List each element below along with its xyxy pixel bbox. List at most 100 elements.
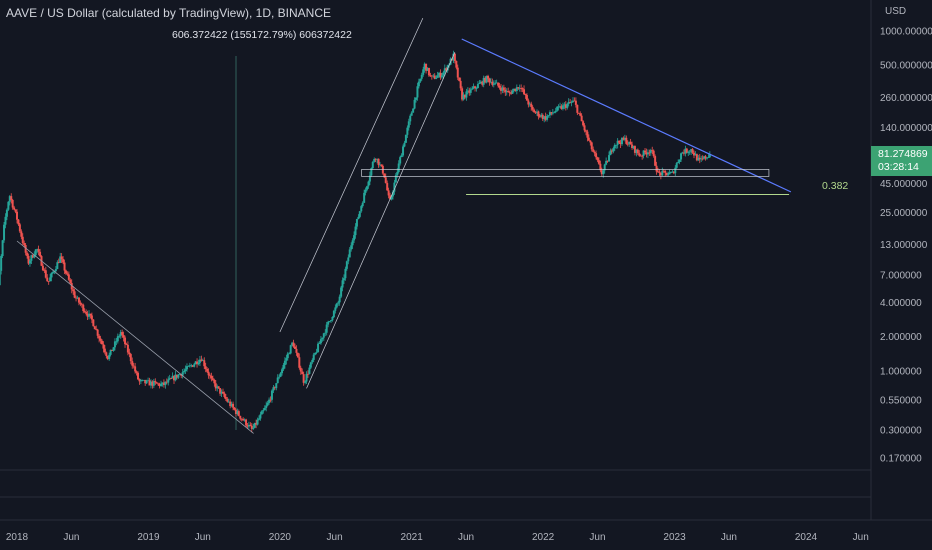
candle: [118, 334, 121, 339]
candle: [618, 140, 621, 145]
candle-body: [177, 374, 180, 378]
candle-body: [593, 151, 596, 154]
candle: [511, 88, 514, 94]
candle: [648, 149, 651, 156]
candle: [298, 353, 301, 370]
candle: [17, 219, 20, 226]
candle: [318, 341, 321, 344]
candle-body: [537, 111, 540, 117]
candle-body: [455, 61, 458, 68]
candle: [525, 93, 528, 101]
candle: [76, 295, 79, 300]
candle-body: [626, 143, 629, 145]
candle-body: [170, 378, 173, 380]
candle-body: [237, 411, 240, 416]
candle-body: [535, 111, 538, 113]
candle: [211, 375, 214, 382]
candle: [80, 302, 83, 308]
candle: [285, 354, 288, 365]
x-tick-label: Jun: [589, 532, 605, 543]
candle: [158, 382, 161, 389]
candle: [685, 147, 688, 154]
candle: [311, 358, 314, 365]
candle-body: [620, 137, 623, 145]
candle-body: [674, 167, 677, 174]
candle-body: [478, 83, 481, 85]
candle-body: [423, 63, 426, 70]
candle: [422, 66, 425, 77]
candle: [580, 113, 583, 122]
candle: [141, 379, 144, 382]
candle: [246, 422, 249, 429]
candle-body: [171, 376, 174, 379]
candle: [96, 328, 99, 339]
candle: [590, 141, 593, 152]
candle-body: [142, 379, 145, 381]
candle: [476, 81, 479, 89]
candle: [190, 363, 193, 368]
candle: [430, 75, 433, 80]
x-tick-label: 2023: [663, 532, 686, 543]
candle-body: [564, 104, 567, 108]
candle-body: [197, 362, 200, 365]
candle-body: [636, 149, 639, 154]
candle: [136, 371, 139, 381]
candle-body: [268, 399, 271, 403]
candle-body: [240, 418, 243, 420]
candle: [5, 208, 8, 221]
candle: [475, 86, 478, 92]
candle: [534, 111, 537, 114]
candle: [322, 332, 325, 341]
candle-body: [190, 365, 193, 367]
x-tick-label: 2021: [401, 532, 424, 543]
bar-countdown: 03:28:14: [878, 161, 919, 173]
candle-body: [253, 422, 256, 428]
candle-body: [703, 156, 706, 159]
candle: [266, 400, 269, 407]
candle: [157, 382, 160, 386]
candle-body: [468, 90, 471, 93]
annotations-group: [16, 17, 792, 434]
candle: [507, 87, 510, 93]
candle-body: [515, 87, 518, 92]
candle: [573, 97, 576, 102]
candle: [569, 98, 572, 104]
candle: [301, 368, 304, 375]
candle: [469, 87, 472, 96]
candle-body: [344, 268, 347, 279]
candle-body: [475, 88, 478, 89]
candle: [124, 335, 127, 348]
candle-body: [631, 144, 634, 148]
candle-body: [541, 114, 544, 120]
candle: [518, 84, 521, 92]
candle-body: [96, 329, 99, 336]
candle-body: [371, 161, 374, 169]
candle: [458, 77, 461, 82]
candle-body: [20, 231, 23, 237]
y-tick-label: 1000.000000: [880, 27, 932, 38]
candle: [160, 380, 163, 387]
candle: [582, 120, 585, 127]
candle-body: [188, 365, 191, 367]
candle-body: [90, 315, 93, 320]
candle-body: [132, 365, 135, 367]
y-tick-label: 140.000000: [880, 123, 932, 134]
candle: [265, 401, 268, 412]
candle: [223, 391, 226, 399]
candle-body: [204, 366, 207, 369]
candle: [103, 344, 106, 355]
candle: [100, 339, 103, 345]
candle: [62, 256, 65, 265]
candle: [599, 160, 602, 173]
candle-body: [511, 90, 514, 94]
candle-body: [432, 75, 435, 77]
candle-body: [648, 152, 651, 154]
candle-body: [213, 379, 216, 384]
candle: [3, 221, 6, 243]
candle-body: [328, 321, 331, 322]
candle: [230, 401, 233, 408]
candle: [386, 180, 389, 191]
candle-body: [528, 103, 531, 105]
candle-body: [370, 168, 373, 176]
